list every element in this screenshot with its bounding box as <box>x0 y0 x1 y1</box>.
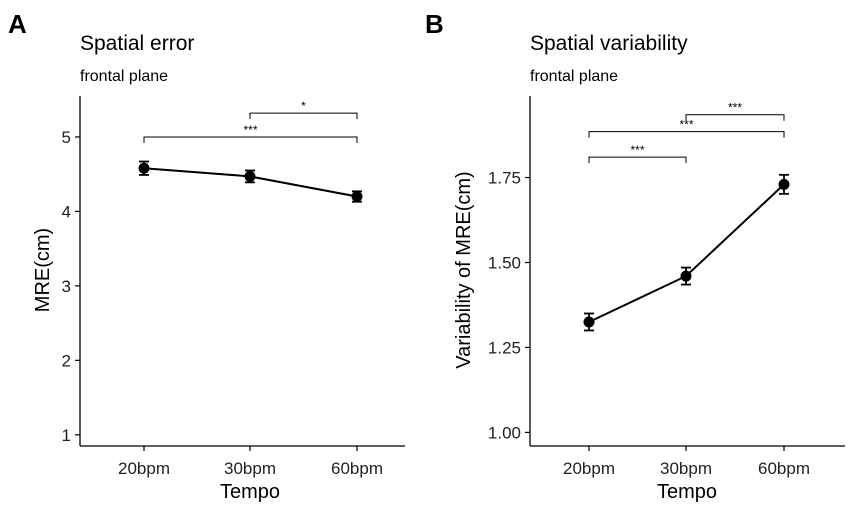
y-tick-label: 3 <box>62 277 71 296</box>
x-tick-label: 30bpm <box>224 459 276 478</box>
panel-label: A <box>8 9 27 39</box>
y-tick-label: 5 <box>62 128 71 147</box>
significance-bracket <box>249 112 358 120</box>
chart-subtitle: frontal plane <box>80 68 168 85</box>
x-axis-title: Tempo <box>657 481 717 503</box>
significance-label: *** <box>728 101 742 115</box>
significance-bracket <box>685 114 785 121</box>
x-tick-label: 20bpm <box>118 459 170 478</box>
y-tick-label: 1.75 <box>488 169 521 188</box>
y-axis-title: Variability of MRE(cm) <box>453 171 475 368</box>
significance-bracket <box>588 156 687 164</box>
significance-label: *** <box>630 143 644 157</box>
significance-label: * <box>301 99 306 113</box>
data-point <box>244 170 256 182</box>
chart-title: Spatial error <box>80 32 194 55</box>
y-tick-label: 4 <box>62 202 71 221</box>
x-tick-label: 60bpm <box>331 459 383 478</box>
data-point <box>583 316 595 328</box>
significance-label: *** <box>243 123 257 137</box>
y-tick-label: 1.00 <box>488 423 521 442</box>
panel-a: A Spatial error frontal plane Tempo MRE(… <box>8 9 405 503</box>
y-axis-title: MRE(cm) <box>32 228 54 312</box>
x-tick-label: 30bpm <box>660 459 712 478</box>
chart-subtitle: frontal plane <box>530 68 618 85</box>
data-point <box>778 178 790 190</box>
significance-bracket <box>143 136 358 143</box>
data-point <box>138 162 150 174</box>
chart-title: Spatial variability <box>530 32 688 55</box>
y-tick-label: 1.25 <box>488 338 521 357</box>
significance-bracket <box>588 131 785 138</box>
y-tick-label: 2 <box>62 351 71 370</box>
y-tick-label: 1 <box>62 426 71 445</box>
series-line <box>588 183 785 323</box>
y-tick-label: 1.50 <box>488 254 521 273</box>
panel-label: B <box>425 9 444 39</box>
data-point <box>351 191 363 203</box>
panel-b: B Spatial variability frontal plane Temp… <box>425 9 845 503</box>
plot-marks: 1.00 1.25 1.50 1.75 20bpm 30bpm 60bpm *** *** *** <box>488 101 810 478</box>
data-point <box>680 270 692 282</box>
x-axis-title: Tempo <box>220 481 280 503</box>
x-tick-label: 60bpm <box>758 459 810 478</box>
x-tick-label: 20bpm <box>563 459 615 478</box>
significance-label: *** <box>679 118 693 132</box>
